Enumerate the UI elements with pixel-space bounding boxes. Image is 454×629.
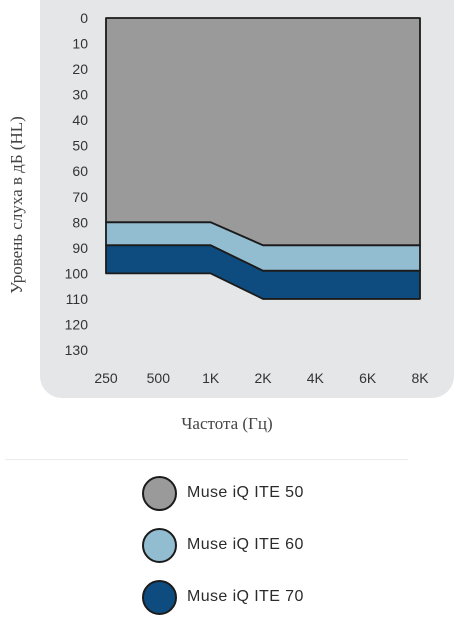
x-tick-label: 500 bbox=[147, 370, 171, 386]
legend-item: Muse iQ ITE 60 bbox=[142, 525, 304, 565]
y-tick-label: 40 bbox=[72, 112, 88, 128]
y-tick-label: 100 bbox=[65, 265, 89, 281]
legend-item: Muse iQ ITE 50 bbox=[142, 473, 304, 513]
y-axis-title: Уровень слуха в дБ (HL) bbox=[7, 116, 26, 294]
x-axis-title: Частота (Гц) bbox=[181, 414, 273, 433]
y-tick-label: 130 bbox=[65, 342, 89, 358]
y-tick-label: 90 bbox=[72, 240, 88, 256]
x-tick-label: 6K bbox=[359, 370, 377, 386]
series-band-3 bbox=[105, 244, 421, 300]
x-tick-label: 250 bbox=[94, 370, 118, 386]
y-tick-label: 10 bbox=[72, 36, 88, 52]
legend-item: Muse iQ ITE 70 bbox=[142, 577, 304, 617]
legend-swatch bbox=[142, 475, 177, 511]
y-tick-label: 80 bbox=[72, 214, 88, 230]
legend-swatch bbox=[142, 579, 177, 615]
legend: Muse iQ ITE 50 Muse iQ ITE 60 Muse iQ IT… bbox=[142, 473, 304, 629]
y-tick-label: 120 bbox=[65, 316, 89, 332]
x-tick-label: 1K bbox=[202, 370, 220, 386]
legend-swatch bbox=[142, 527, 177, 563]
legend-label: Muse iQ ITE 70 bbox=[187, 588, 304, 605]
y-tick-label: 110 bbox=[66, 291, 89, 307]
y-tick-label: 60 bbox=[72, 163, 88, 179]
x-tick-label: 2K bbox=[254, 370, 272, 386]
y-tick-label: 50 bbox=[72, 138, 88, 154]
y-tick-label: 20 bbox=[72, 61, 88, 77]
legend-label: Muse iQ ITE 60 bbox=[187, 536, 304, 553]
x-tick-label: 4K bbox=[307, 370, 325, 386]
divider bbox=[5, 459, 408, 460]
y-tick-label: 0 bbox=[80, 10, 88, 26]
series-band-1 bbox=[105, 17, 421, 247]
y-tick-label: 30 bbox=[72, 87, 88, 103]
chart-plot: 0 10 20 30 40 50 60 70 80 90 100 110 120 130 250 500 1K 2… bbox=[65, 10, 430, 386]
legend-label: Muse iQ ITE 50 bbox=[187, 484, 304, 501]
y-tick-label: 70 bbox=[72, 189, 88, 205]
x-tick-label: 8K bbox=[411, 370, 429, 386]
